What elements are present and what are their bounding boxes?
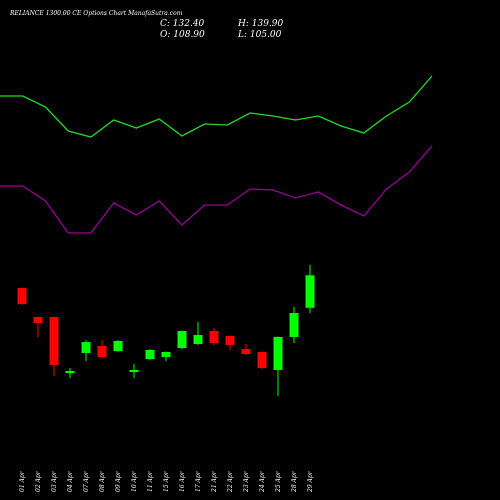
candle-body — [145, 349, 155, 360]
indicator-line — [0, 145, 433, 234]
chart-title: RELIANCE 1300.00 CE Options Chart Manafa… — [9, 10, 183, 17]
candle-body — [113, 340, 123, 352]
candle-body — [17, 288, 27, 305]
candle-body — [161, 352, 171, 357]
candle-body — [81, 342, 91, 353]
x-tick-label: 17 Apr — [195, 470, 202, 492]
x-tick-label: 28 Apr — [291, 470, 298, 493]
indicator-line — [0, 75, 433, 138]
candle-body — [49, 317, 59, 365]
low-label: L: 105.00 — [237, 30, 282, 40]
candle-body — [257, 352, 267, 369]
candle-body — [65, 370, 75, 374]
candle-body — [241, 349, 251, 354]
candle-body — [177, 331, 187, 349]
x-tick-label: 01 Apr — [19, 470, 26, 492]
candle-body — [193, 335, 203, 344]
x-tick-label: 04 Apr — [67, 470, 74, 492]
candle-body — [209, 331, 219, 344]
candle-body — [289, 313, 299, 337]
high-label: H: 139.90 — [237, 19, 284, 29]
x-tick-label: 02 Apr — [35, 470, 42, 492]
x-tick-label: 22 Apr — [227, 470, 234, 493]
x-tick-label: 11 Apr — [147, 470, 154, 492]
x-tick-label: 15 Apr — [163, 470, 170, 492]
candle-body — [273, 336, 283, 370]
x-tick-label: 24 Apr — [259, 470, 266, 493]
x-tick-label: 09 Apr — [115, 470, 122, 492]
x-tick-label: 21 Apr — [211, 470, 218, 493]
x-tick-label: 16 Apr — [179, 470, 186, 492]
candle-body — [33, 317, 43, 323]
candle-body — [225, 335, 235, 345]
x-tick-label: 23 Apr — [243, 470, 250, 493]
candle-body — [97, 346, 107, 357]
x-tick-label: 29 Apr — [307, 470, 314, 493]
open-label: O: 108.90 — [160, 30, 205, 40]
x-tick-label: 03 Apr — [51, 470, 58, 492]
x-tick-label: 25 Apr — [275, 470, 282, 493]
x-tick-label: 08 Apr — [99, 470, 106, 492]
candle-body — [129, 369, 139, 373]
x-tick-label: 07 Apr — [83, 470, 90, 492]
x-tick-label: 10 Apr — [131, 470, 138, 492]
close-label: C: 132.40 — [160, 19, 205, 29]
candle-body — [305, 275, 315, 308]
